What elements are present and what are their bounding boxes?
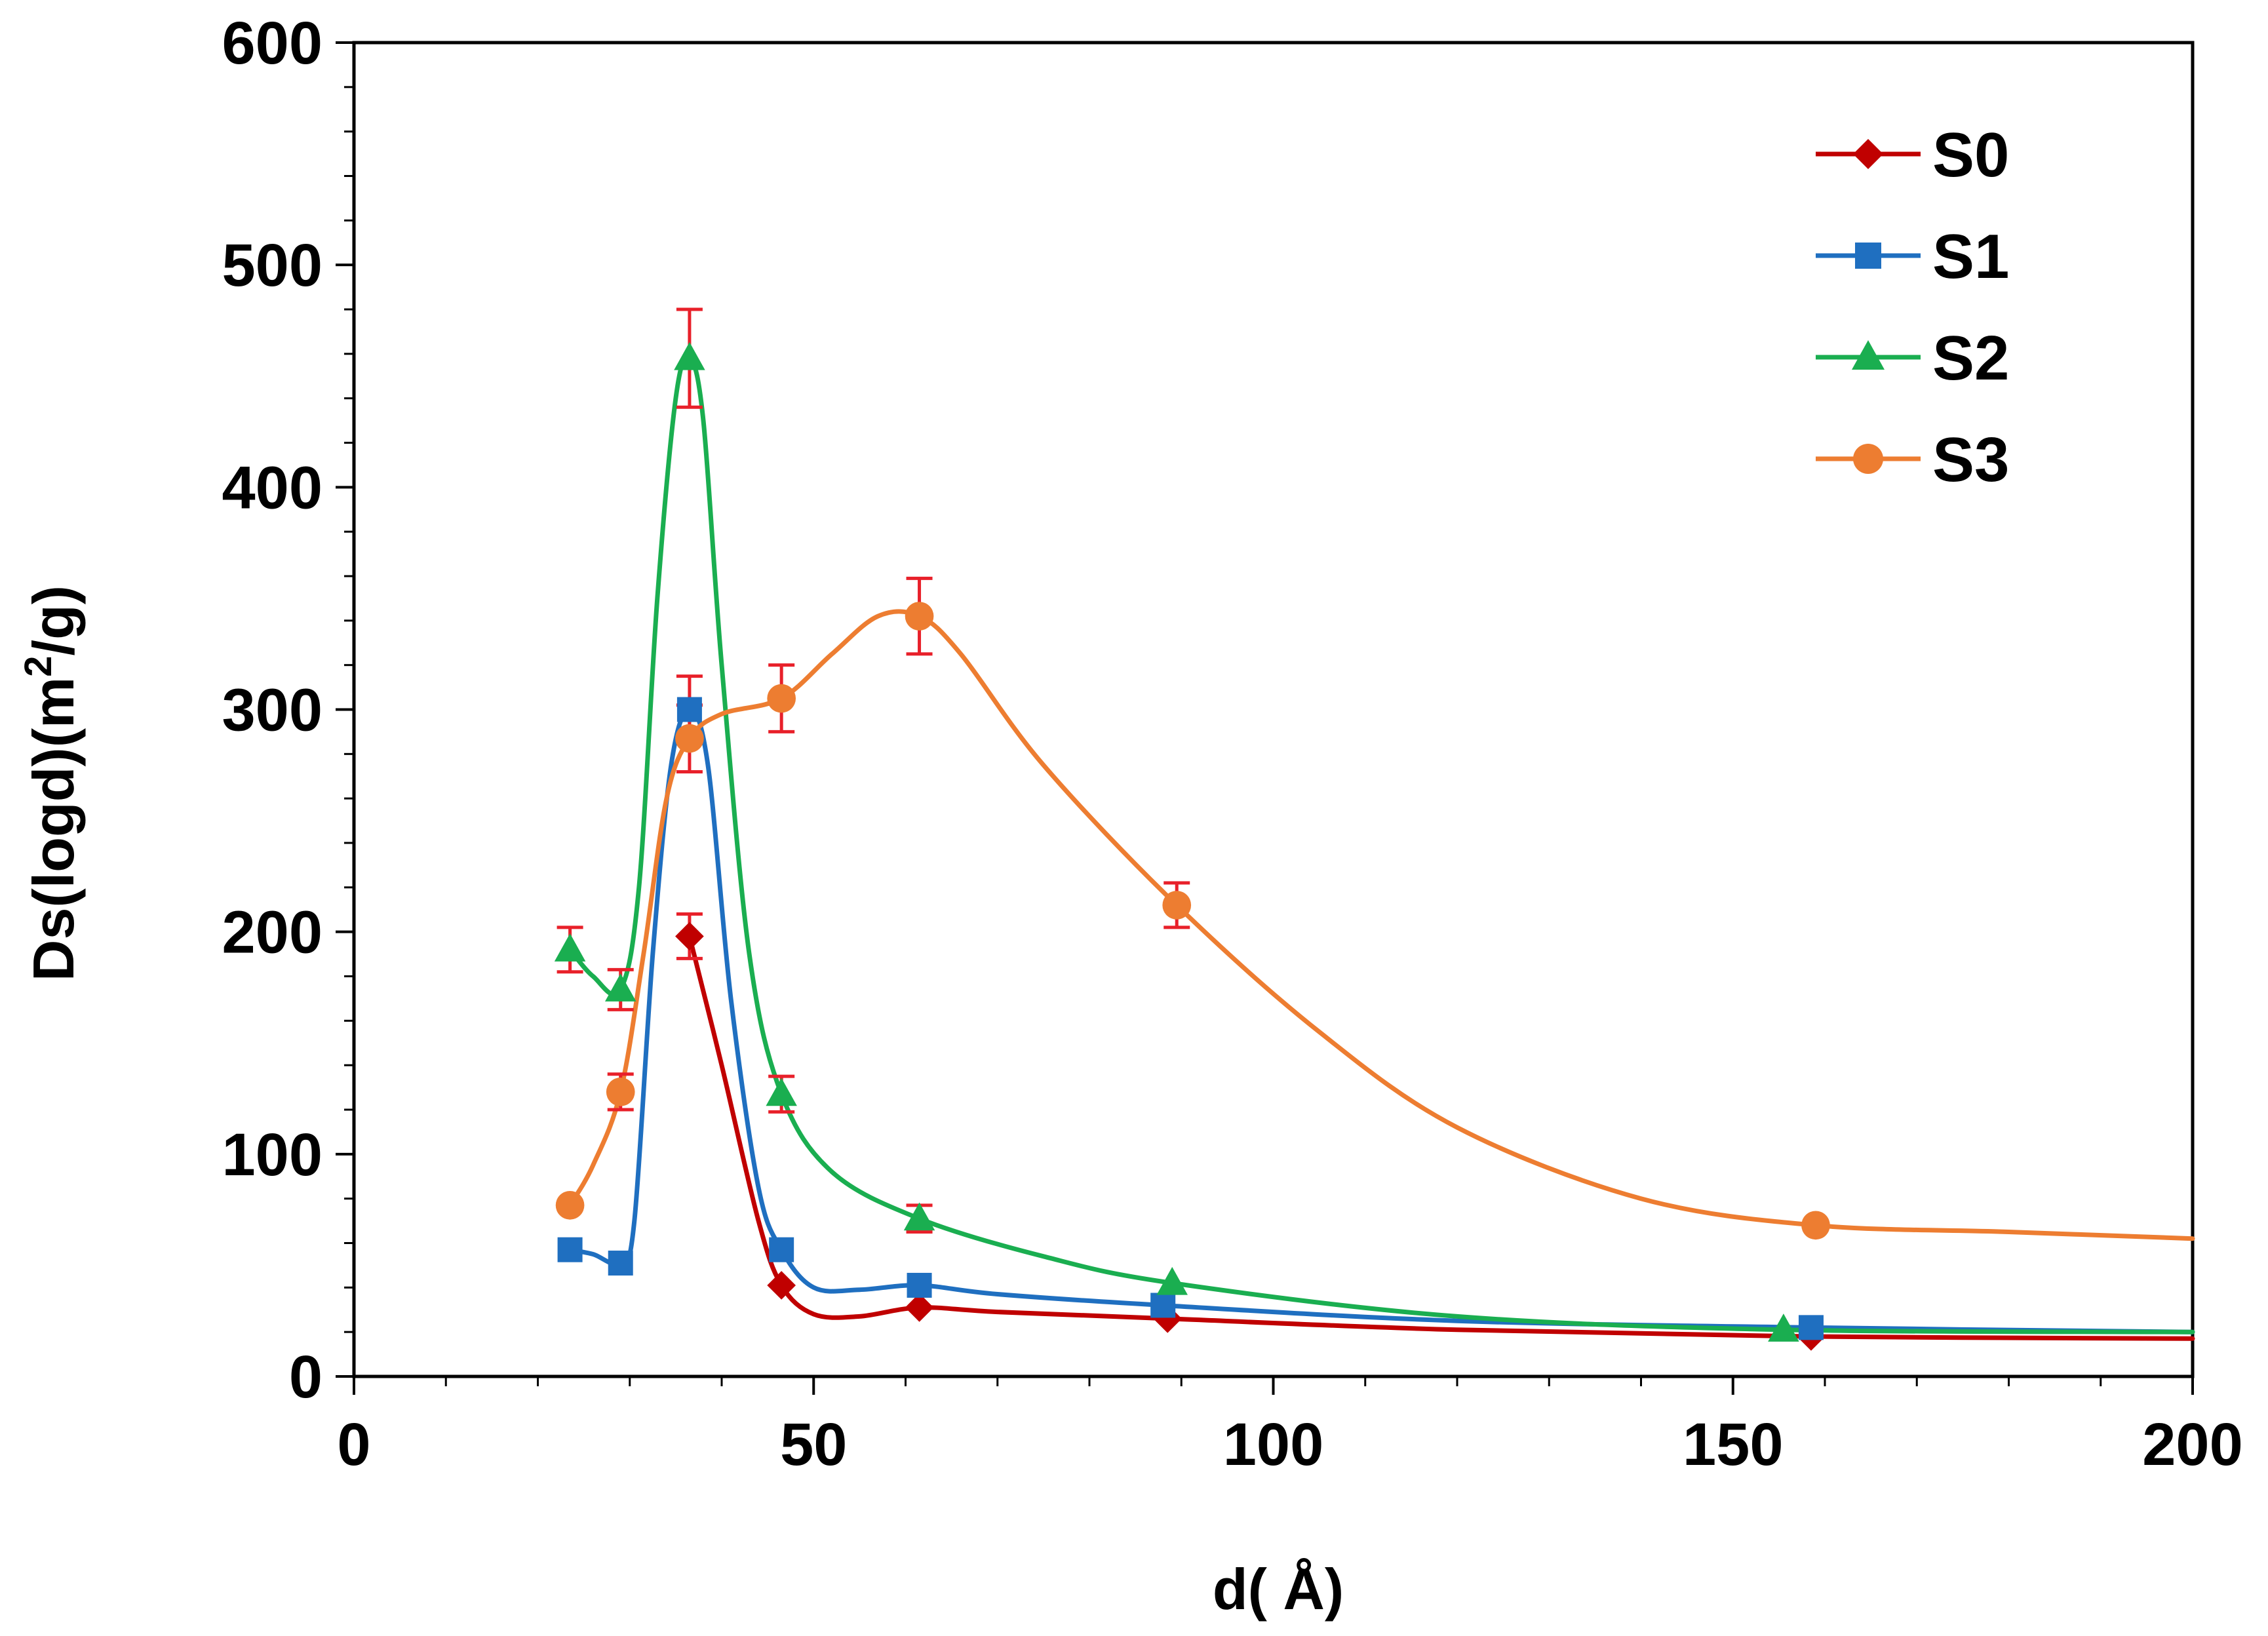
data-point-s0 <box>767 1271 796 1300</box>
data-point-s2 <box>554 933 586 962</box>
legend-label-s2: S2 <box>1932 323 2009 393</box>
data-point-s2 <box>903 1202 935 1231</box>
legend-marker-s0 <box>1853 139 1883 169</box>
data-point-s3 <box>905 602 934 631</box>
x-tick-label: 50 <box>780 1411 847 1478</box>
legend-label-s0: S0 <box>1932 120 2009 190</box>
data-point-s3 <box>675 724 704 753</box>
y-tick-label: 500 <box>222 232 323 299</box>
legend-label-s1: S1 <box>1932 222 2009 292</box>
legend-marker-s2 <box>1852 340 1885 370</box>
x-tick-label: 150 <box>1683 1411 1784 1478</box>
axes <box>336 41 2195 1395</box>
legend-marker-s1 <box>1855 243 1881 269</box>
data-point-s0 <box>905 1293 934 1322</box>
y-axis-title-end: /g) <box>21 585 86 656</box>
data-point-s3 <box>1801 1211 1830 1240</box>
data-point-s1 <box>1150 1293 1176 1318</box>
tick-labels: 0 100 200 300 400 500 600 0 50 100 150 200 <box>222 10 2243 1478</box>
data-point-s1 <box>676 697 702 722</box>
data-point-s1 <box>769 1237 794 1262</box>
data-point-s3 <box>606 1078 635 1106</box>
y-tick-label: 100 <box>222 1121 323 1188</box>
data-point-s3 <box>1162 891 1192 920</box>
data-point-s1 <box>1798 1315 1824 1340</box>
series-markers <box>554 341 1830 1351</box>
series-line-s0 <box>687 933 2195 1341</box>
data-point-s1 <box>557 1237 583 1262</box>
data-point-s2 <box>1768 1314 1799 1342</box>
data-point-s3 <box>767 684 796 713</box>
data-point-s1 <box>907 1272 932 1298</box>
y-axis-title-superscript: 2 <box>17 655 60 676</box>
x-axis-title: d( Å) <box>1213 1557 1344 1622</box>
y-axis-title-main: Ds(logd)(m <box>21 677 86 981</box>
data-point-s0 <box>675 922 704 951</box>
y-tick-label: 200 <box>222 899 323 966</box>
series-line-s3 <box>568 609 2195 1241</box>
series-line-s1 <box>568 707 2195 1334</box>
legend: S0 S1 S2 S3 <box>1816 120 2009 495</box>
x-tick-label: 100 <box>1223 1411 1324 1478</box>
x-tick-label: 0 <box>337 1411 370 1478</box>
legend-marker-s3 <box>1853 444 1883 474</box>
y-tick-label: 300 <box>222 677 323 744</box>
data-point-s3 <box>555 1190 585 1220</box>
data-point-s2 <box>674 341 705 370</box>
data-point-s2 <box>604 973 636 1002</box>
series-curves <box>568 355 2195 1341</box>
y-tick-label: 400 <box>222 454 323 521</box>
data-point-s2 <box>766 1078 797 1106</box>
legend-label-s3: S3 <box>1932 425 2009 495</box>
y-axis-title: Ds(logd)(m2/g) <box>17 585 86 981</box>
y-tick-label: 0 <box>289 1344 323 1411</box>
x-tick-label: 200 <box>2142 1411 2243 1478</box>
series-line-s2 <box>568 355 2195 1334</box>
data-point-s2 <box>1156 1266 1188 1295</box>
data-point-s1 <box>608 1251 633 1276</box>
y-tick-label: 600 <box>222 10 323 77</box>
